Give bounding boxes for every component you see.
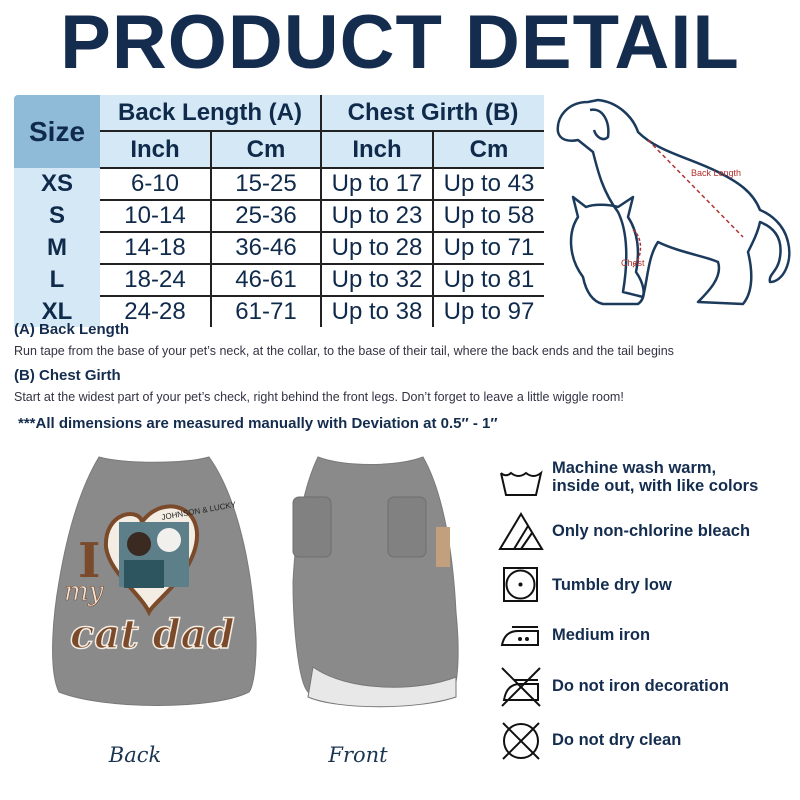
back-label-text: Back (108, 743, 162, 767)
unit-header: Inch (100, 130, 211, 168)
back-length-text: Run tape from the base of your pet’s nec… (14, 344, 674, 358)
dog-ear (589, 108, 610, 141)
size-label: S (14, 200, 100, 232)
care-text: Do not dry clean (552, 731, 682, 749)
size-value: Up to 38 (320, 295, 433, 327)
shirt-text-cat-dad: cat dad (70, 611, 235, 658)
size-label: M (14, 232, 100, 264)
size-value: 24-28 (100, 295, 211, 327)
tumble-dry-low-icon (503, 567, 538, 602)
care-item: Tumble dry low (498, 565, 798, 609)
cat-outline (569, 195, 645, 306)
size-label: XS (14, 168, 100, 200)
size-value: 36-46 (210, 231, 321, 264)
care-item: Machine wash warm, inside out, with like… (498, 457, 798, 501)
deviation-note: ***All dimensions are measured manually … (18, 415, 498, 432)
care-item: Do not dry clean (498, 720, 798, 764)
size-value: Up to 23 (320, 199, 433, 232)
size-value: Up to 43 (432, 167, 544, 200)
medium-iron-icon (500, 626, 539, 646)
shirt-front-image (292, 456, 459, 708)
size-row: L 18-24 46-61 Up to 32 Up to 81 (14, 263, 544, 296)
care-item: Only non-chlorine bleach (498, 511, 798, 555)
size-row: S 10-14 25-36 Up to 23 Up to 58 (14, 199, 544, 232)
do-not-iron-icon (501, 667, 541, 707)
size-label: L (14, 264, 100, 296)
size-value: Up to 97 (432, 295, 544, 327)
size-value: 46-61 (210, 263, 321, 296)
unit-header: Cm (210, 130, 321, 168)
care-text: Medium iron (552, 626, 651, 644)
front-label-text: Front (328, 743, 388, 767)
shirt-back-image: JOHNSON & LUCKY I my cat dad (52, 456, 257, 706)
size-chart-table: Size Back Length (A) Chest Girth (B) Inc… (14, 95, 544, 327)
do-not-dry-clean-icon (502, 722, 540, 760)
back-length-title: (A) Back Length (14, 321, 130, 338)
shirt-text-i: I (78, 533, 100, 589)
wash-warm-icon (500, 470, 543, 496)
size-row: M 14-18 36-46 Up to 28 Up to 71 (14, 231, 544, 264)
care-text: Machine wash warm, inside out, with like… (552, 459, 759, 495)
back-length-label: Back Length (691, 168, 741, 178)
pet-measurement-diagram: Back Length Chest (556, 98, 791, 306)
care-item: Medium iron (498, 615, 798, 659)
size-value: Up to 81 (432, 263, 544, 296)
chest-girth-text: Start at the widest part of your pet’s c… (14, 390, 624, 404)
size-value: 18-24 (100, 263, 211, 296)
back-length-header: Back Length (A) (100, 95, 321, 131)
size-value: Up to 17 (320, 167, 433, 200)
size-row: XL 24-28 61-71 Up to 38 Up to 97 (14, 295, 544, 327)
back-label: Back (90, 736, 180, 774)
chest-label: Chest (621, 258, 645, 268)
care-text: Only non-chlorine bleach (552, 522, 751, 540)
care-item: Do not iron decoration (498, 666, 798, 710)
size-label: XL (14, 296, 100, 327)
size-value: Up to 28 (320, 231, 433, 264)
size-value: 6-10 (100, 167, 211, 200)
size-header: Size (14, 95, 100, 168)
back-length-line (647, 139, 744, 238)
chest-girth-header: Chest Girth (B) (320, 95, 544, 131)
size-row: XS 6-10 15-25 Up to 17 Up to 43 (14, 167, 544, 200)
size-value: 25-36 (210, 199, 321, 232)
chest-girth-title: (B) Chest Girth (14, 367, 121, 384)
size-value: Up to 58 (432, 199, 544, 232)
size-value: 14-18 (100, 231, 211, 264)
unit-header: Cm (432, 130, 544, 168)
care-text: Do not iron decoration (552, 677, 729, 695)
size-value: 10-14 (100, 199, 211, 232)
unit-header: Inch (320, 130, 433, 168)
size-value: Up to 32 (320, 263, 433, 296)
dog-outline (556, 98, 791, 306)
page-title: PRODUCT DETAIL (60, 0, 740, 85)
size-value: Up to 71 (432, 231, 544, 264)
care-text: Tumble dry low (552, 576, 672, 594)
shirt-text-my: my (64, 577, 104, 607)
size-value: 15-25 (210, 167, 321, 200)
chest-line (632, 229, 642, 268)
size-value: 61-71 (210, 295, 321, 327)
front-label: Front (313, 736, 403, 774)
non-chlorine-bleach-icon (498, 512, 544, 550)
